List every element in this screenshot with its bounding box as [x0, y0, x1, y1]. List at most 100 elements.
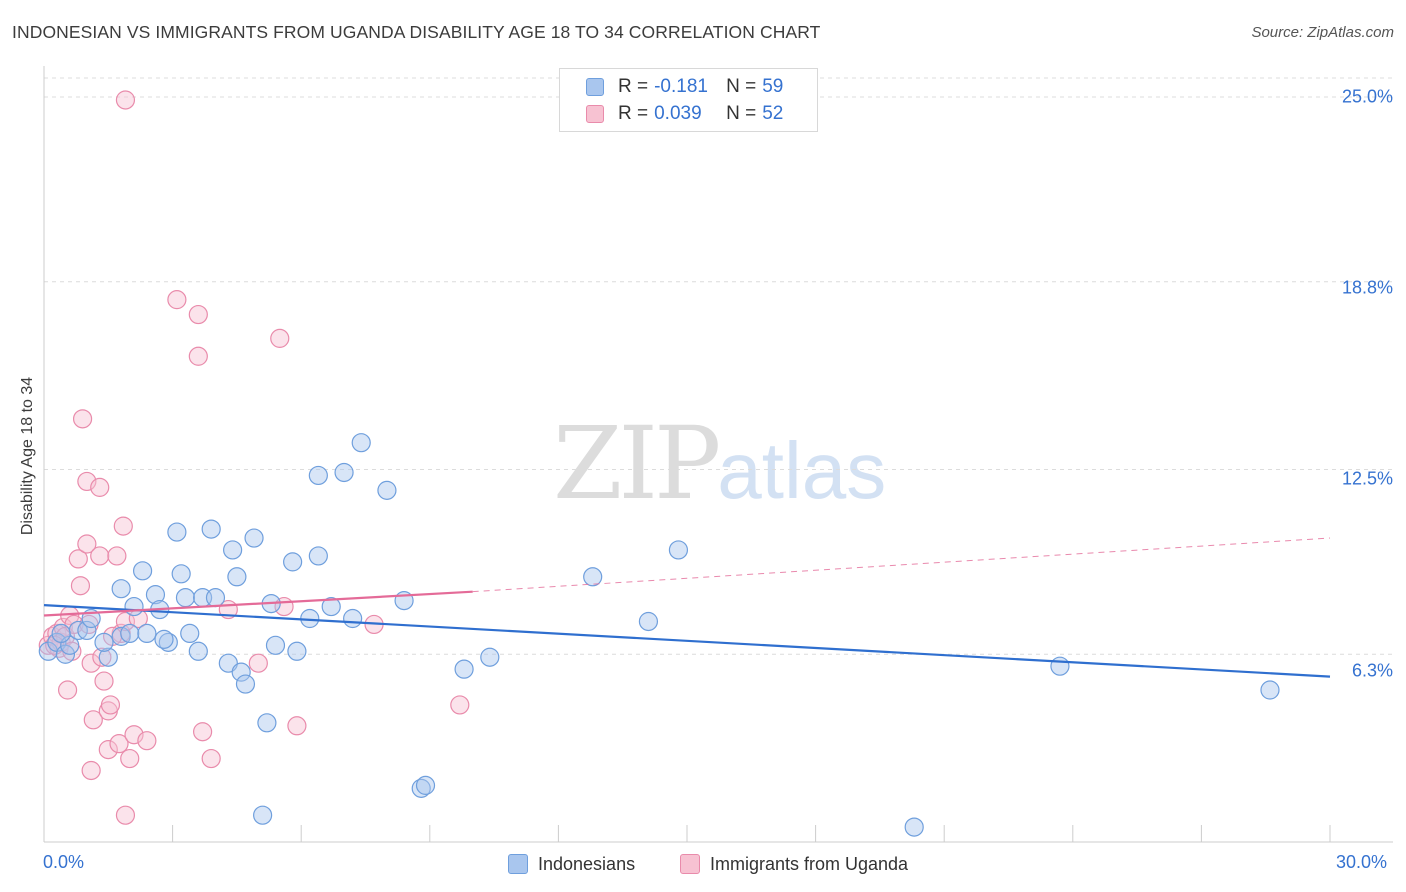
series-uganda-points	[38, 90, 470, 825]
data-point	[1050, 656, 1070, 676]
bottom-legend-swatch-pink	[680, 854, 700, 874]
data-point	[137, 623, 157, 644]
y-tick-6-3: 6.3%	[1351, 660, 1393, 681]
chart-title: INDONESIAN VS IMMIGRANTS FROM UGANDA DIS…	[12, 22, 821, 42]
data-point	[583, 567, 603, 587]
data-point	[68, 549, 88, 569]
stats-legend: R = -0.181 N = 59 R = 0.039 N = 52	[559, 68, 818, 132]
y-axis-title: Disability Age 18 to 34	[19, 376, 36, 536]
legend-row-uganda: R = 0.039 N = 52	[586, 102, 783, 126]
data-point	[287, 641, 307, 661]
data-point	[223, 540, 243, 560]
legend-n-value: 59	[762, 76, 784, 97]
data-point	[287, 716, 307, 736]
data-point	[171, 564, 191, 584]
trend-line-uganda-1	[43, 590, 473, 617]
data-point	[70, 576, 91, 596]
data-point	[81, 760, 101, 781]
data-point	[377, 480, 397, 500]
data-point	[638, 611, 659, 632]
data-point	[167, 522, 187, 542]
data-point	[188, 304, 208, 325]
data-point	[137, 731, 157, 751]
data-point	[111, 579, 131, 599]
data-point	[188, 641, 208, 661]
data-point	[227, 567, 247, 587]
data-point	[98, 647, 118, 667]
data-point	[193, 722, 213, 742]
data-point	[90, 477, 110, 497]
data-point	[115, 90, 136, 110]
watermark-atlas: atlas	[717, 426, 887, 515]
data-point	[77, 620, 97, 641]
data-point	[180, 623, 200, 644]
legend-swatch-pink	[586, 105, 604, 123]
data-point	[154, 629, 174, 649]
data-point	[248, 653, 268, 673]
data-point	[77, 534, 97, 554]
data-point	[265, 635, 286, 655]
data-point	[283, 552, 303, 572]
legend-n-label: N =	[726, 76, 757, 97]
data-point	[668, 540, 689, 560]
data-point	[94, 671, 114, 691]
data-point	[235, 674, 256, 694]
legend-n-label: N =	[726, 103, 757, 124]
data-point	[107, 546, 127, 566]
gridlines	[44, 77, 1393, 655]
data-point	[100, 695, 121, 715]
data-point	[124, 596, 144, 617]
data-point	[90, 546, 110, 566]
legend-r-value: 0.039	[654, 103, 702, 124]
data-point	[454, 659, 474, 679]
y-tick-12-5: 12.5%	[1341, 468, 1393, 489]
legend-r-label: R =	[618, 76, 649, 97]
y-tick-25-0: 25.0%	[1341, 86, 1393, 107]
data-point	[98, 740, 118, 760]
data-point	[57, 680, 78, 700]
data-point	[72, 409, 93, 429]
bottom-legend-uganda[interactable]: Immigrants from Uganda	[680, 852, 908, 876]
legend-swatch-blue	[586, 78, 604, 96]
data-point	[244, 528, 264, 548]
x-tick-min: 0.0%	[43, 852, 85, 872]
data-point	[321, 596, 341, 617]
data-point	[257, 713, 277, 733]
legend-n-value: 52	[762, 103, 784, 124]
legend-r-value: -0.181	[654, 76, 708, 97]
trend-lines	[43, 537, 1331, 678]
data-point	[145, 585, 166, 605]
trend-line-indonesians-0	[43, 603, 1331, 678]
bottom-legend-indonesians[interactable]: Indonesians	[508, 852, 635, 876]
data-point	[113, 516, 133, 536]
y-tick-18-8: 18.8%	[1341, 277, 1393, 298]
data-point	[109, 734, 129, 754]
data-point	[120, 748, 140, 769]
axes	[43, 66, 1393, 843]
data-point	[51, 623, 71, 644]
data-point	[94, 632, 114, 652]
x-tick-max: 30.0%	[1336, 852, 1388, 872]
data-point	[308, 546, 328, 566]
data-point	[351, 433, 371, 453]
data-point	[201, 519, 221, 539]
watermark-zip: ZIP	[553, 405, 721, 522]
bottom-legend-label: Immigrants from Uganda	[710, 853, 909, 874]
series-indonesians-points	[38, 433, 1280, 837]
data-point	[1260, 680, 1280, 700]
data-point	[205, 588, 226, 608]
data-point	[415, 775, 436, 795]
data-point	[175, 588, 196, 608]
data-point	[167, 290, 187, 310]
data-point	[450, 695, 470, 715]
data-point	[120, 623, 140, 644]
trend-line-uganda-2	[472, 537, 1331, 593]
legend-row-indonesians: R = -0.181 N = 59	[586, 75, 783, 99]
data-point	[904, 817, 924, 837]
bottom-legend-label: Indonesians	[538, 853, 636, 874]
data-point	[231, 662, 251, 682]
source-label: Source: ZipAtlas.com	[1251, 24, 1394, 41]
data-point	[334, 462, 354, 483]
data-point	[308, 465, 328, 486]
